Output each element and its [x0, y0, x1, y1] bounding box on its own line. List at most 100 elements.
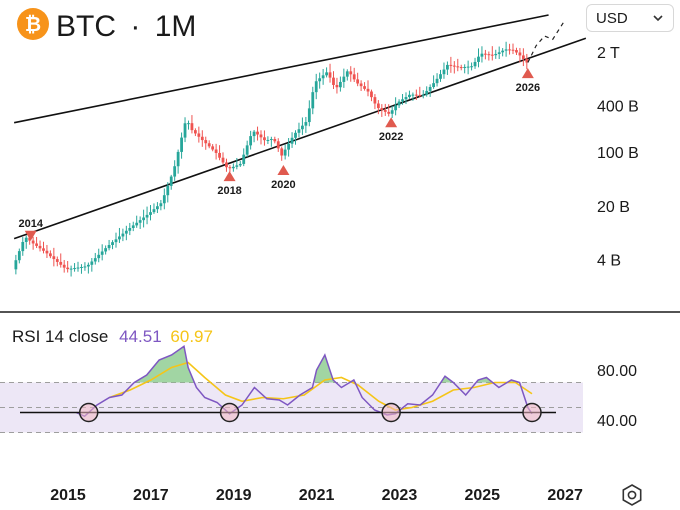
- candle-body: [325, 72, 328, 76]
- rsi-overbought-fill: [314, 355, 336, 383]
- candle-body: [521, 55, 525, 59]
- annotation-2026: 2026: [516, 68, 540, 94]
- annotation-2020: 2020: [271, 164, 296, 191]
- candle-body: [211, 146, 215, 150]
- candle-body: [183, 123, 187, 138]
- annotation-2014: 2014: [18, 218, 44, 241]
- candle-body: [128, 228, 132, 231]
- candle-body: [352, 74, 356, 80]
- candle-body: [283, 149, 287, 156]
- chart-title: BTC · 1M: [56, 10, 196, 43]
- candle-body: [408, 94, 411, 98]
- candles: [14, 41, 529, 277]
- time-axis-label: 2027: [547, 487, 583, 504]
- candle-body: [480, 53, 484, 57]
- candle-body: [477, 56, 480, 62]
- candle-body: [231, 166, 235, 169]
- candle-body: [366, 88, 370, 92]
- candle-body: [121, 233, 125, 237]
- candle-body: [42, 248, 45, 251]
- candle-body: [511, 49, 515, 51]
- candle-body: [463, 66, 467, 68]
- candle-body: [86, 264, 90, 267]
- bitcoin-logo-icon: [17, 8, 49, 40]
- candle-body: [446, 64, 449, 70]
- candle-body: [80, 267, 83, 269]
- chevron-down-icon: [653, 15, 663, 22]
- candle-body: [442, 69, 446, 75]
- candle-body: [483, 53, 487, 55]
- candle-body: [204, 140, 208, 144]
- candle-body: [338, 81, 342, 88]
- candle-body: [404, 97, 408, 100]
- candle-body: [66, 267, 70, 270]
- currency-value: USD: [596, 10, 628, 27]
- candle-body: [459, 67, 463, 69]
- rsi-touch-circle: [381, 402, 401, 423]
- candle-body: [200, 136, 204, 141]
- candle-body: [390, 110, 394, 114]
- bitcoin-logo-glyph: ₿: [25, 12, 41, 36]
- interval-label: 1M: [155, 10, 197, 43]
- candle-body: [107, 245, 111, 249]
- candle-body: [100, 251, 104, 255]
- candle-body: [252, 131, 256, 137]
- candle-body: [342, 76, 346, 82]
- projection-path: [527, 19, 566, 63]
- candle-body: [97, 254, 101, 259]
- settings-icon[interactable]: [620, 483, 644, 507]
- candle-body: [287, 143, 291, 150]
- candle-body: [152, 209, 156, 213]
- candle-body: [290, 137, 294, 144]
- price-axis-label: 100 B: [597, 145, 639, 162]
- currency-select[interactable]: USD: [586, 4, 674, 32]
- time-axis-label: 2021: [299, 487, 335, 504]
- candle-body: [156, 206, 159, 210]
- price-axis-label: 2 T: [597, 45, 620, 62]
- candle-body: [294, 132, 297, 138]
- candle-body: [169, 176, 173, 186]
- candle-body: [307, 108, 311, 123]
- candle-body: [263, 137, 266, 141]
- candle-body: [276, 141, 280, 149]
- candle-body: [197, 133, 201, 137]
- rsi-touch-circle: [78, 402, 99, 423]
- time-axis-label: 2023: [382, 487, 418, 504]
- title-separator: ·: [130, 10, 140, 43]
- candle-body: [145, 214, 149, 218]
- candle-body: [332, 77, 335, 85]
- price-axis-label: 4 B: [597, 253, 621, 270]
- candle-body: [62, 264, 66, 268]
- rsi-axis-label: 40.00: [597, 413, 637, 430]
- chart-header: ₿ BTC · 1M: [17, 8, 196, 43]
- time-axis: 2015 2017 2019 2021 2023 2025 2027: [50, 487, 583, 504]
- candle-body: [249, 136, 253, 146]
- candle-body: [321, 75, 325, 79]
- candle-body: [235, 165, 239, 167]
- candle-body: [414, 94, 418, 96]
- candle-body: [394, 105, 398, 111]
- candle-body: [76, 267, 80, 269]
- candle-body: [149, 212, 152, 215]
- candle-body: [311, 92, 315, 109]
- candle-body: [501, 50, 505, 53]
- candle-body: [193, 130, 197, 134]
- candle-body: [17, 251, 21, 261]
- rsi-title: RSI 14 close: [12, 327, 108, 346]
- candle-body: [124, 230, 128, 234]
- candle-body: [256, 131, 259, 135]
- candle-body: [387, 111, 391, 114]
- candle-body: [525, 58, 529, 63]
- candle-body: [24, 237, 28, 242]
- candle-body: [38, 245, 42, 249]
- price-pane: 2014 2018 2020 2022 2026 2 T 400 B 100 B 20 B 4 B: [13, 14, 639, 277]
- rsi-legend: RSI 14 close 44.51 60.97: [12, 327, 213, 346]
- candle-body: [190, 123, 194, 131]
- candle-body: [301, 125, 304, 130]
- candle-body: [187, 123, 190, 125]
- candle-body: [90, 261, 94, 265]
- rsi-pane: RSI 14 close 44.51 60.97 80.00 40.00: [0, 327, 637, 433]
- candle-body: [273, 139, 277, 142]
- candle-body: [487, 54, 491, 56]
- candle-body: [21, 241, 25, 252]
